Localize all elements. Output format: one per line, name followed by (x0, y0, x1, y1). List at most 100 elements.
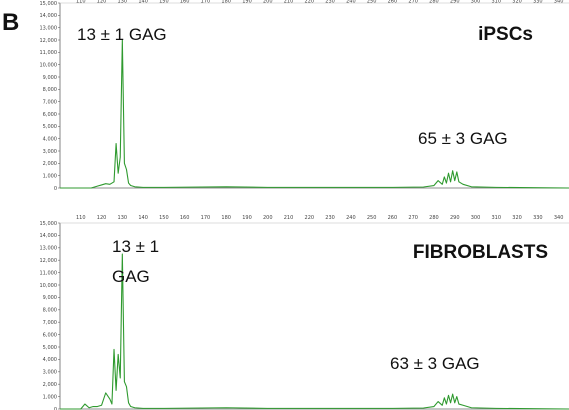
x-tick-label: 280 (429, 215, 439, 221)
y-tick-label: 15,000 (40, 221, 58, 227)
data-point (392, 187, 393, 188)
data-point (496, 187, 497, 188)
data-point (134, 407, 136, 409)
data-point (225, 186, 227, 188)
x-tick-label: 140 (138, 0, 148, 5)
x-tick-label: 290 (450, 215, 460, 221)
data-point (130, 406, 131, 407)
data-point (130, 185, 131, 186)
data-point (433, 185, 435, 186)
data-point (128, 402, 129, 404)
data-point (97, 185, 98, 187)
x-tick-label: 320 (512, 215, 522, 221)
data-point (105, 183, 106, 184)
data-point (456, 396, 458, 397)
data-point (225, 407, 227, 409)
data-point (452, 393, 453, 395)
data-point (109, 184, 111, 185)
x-tick-label: 210 (284, 0, 294, 5)
x-tick-label: 150 (159, 0, 169, 5)
x-tick-label: 160 (180, 215, 190, 221)
y-tick-label: 1,000 (43, 394, 57, 400)
data-point (59, 408, 61, 410)
data-point (442, 184, 443, 185)
x-tick-label: 220 (305, 0, 315, 5)
x-tick-label: 140 (138, 215, 148, 221)
data-point (122, 39, 123, 41)
data-point (496, 408, 497, 409)
x-tick-label: 170 (201, 215, 211, 221)
data-point (437, 401, 439, 402)
x-tick-label: 320 (512, 0, 522, 5)
data-point (444, 397, 445, 399)
x-tick-label: 110 (76, 215, 86, 221)
data-point (113, 349, 115, 350)
data-point (59, 187, 61, 189)
data-point (450, 402, 451, 404)
x-tick-label: 310 (492, 0, 502, 5)
x-tick-label: 230 (325, 0, 335, 5)
chart-panel-ipscs: 0 1,000 2,000 3,000 4,000 5,000 6,000 7,000 8,00… (40, 0, 569, 192)
data-point (450, 181, 451, 183)
data-point (446, 182, 447, 184)
y-tick-label: 13,000 (40, 246, 58, 252)
x-tick-label: 190 (242, 0, 252, 5)
data-point (433, 406, 435, 407)
data-point (462, 184, 464, 185)
x-tick-label: 200 (263, 215, 273, 221)
data-point (126, 169, 127, 170)
data-point (448, 172, 449, 174)
x-tick-label: 150 (159, 215, 169, 221)
y-tick-label: 9,000 (43, 75, 57, 81)
data-point (454, 180, 455, 181)
data-point (90, 187, 92, 189)
y-tick-label: 14,000 (40, 13, 58, 19)
y-tick-label: 5,000 (43, 345, 57, 351)
x-tick-label: 220 (305, 215, 315, 221)
y-tick-label: 0 (54, 407, 57, 410)
data-point (134, 186, 136, 188)
data-point (128, 182, 129, 184)
data-point (458, 181, 460, 183)
data-point (448, 395, 449, 396)
y-tick-label: 5,000 (43, 124, 57, 130)
data-point (392, 408, 393, 409)
x-tick-label: 290 (450, 0, 460, 5)
data-point (471, 186, 472, 188)
y-tick-label: 13,000 (40, 25, 58, 31)
x-tick-label: 330 (533, 0, 543, 5)
y-tick-label: 4,000 (43, 136, 57, 142)
data-point (124, 163, 125, 164)
annotation-label: 13 ± 1 GAG (77, 25, 167, 44)
y-tick-label: 6,000 (43, 112, 57, 118)
data-point (97, 406, 98, 407)
data-point (267, 408, 269, 409)
x-tick-label: 130 (118, 215, 128, 221)
y-tick-label: 2,000 (43, 382, 57, 388)
x-tick-label: 110 (76, 0, 86, 5)
y-tick-label: 10,000 (40, 283, 58, 289)
y-tick-label: 2,000 (43, 161, 57, 167)
data-point (142, 187, 144, 188)
x-tick-label: 300 (471, 215, 481, 221)
chart-title: iPSCs (478, 24, 533, 45)
data-point (126, 386, 127, 387)
data-point (444, 176, 445, 178)
x-tick-label: 260 (388, 0, 398, 5)
y-tick-label: 15,000 (40, 1, 58, 7)
data-point (437, 180, 439, 181)
chart-title: FIBROBLASTS (413, 242, 548, 263)
x-tick-label: 120 (97, 0, 107, 5)
data-point (117, 354, 119, 355)
series-line (60, 39, 569, 189)
data-point (423, 407, 424, 409)
data-point (101, 405, 102, 406)
data-point (462, 405, 464, 406)
data-point (458, 403, 460, 405)
y-tick-label: 12,000 (40, 38, 58, 44)
chart-panel-fibroblasts: 0 1,000 2,000 3,000 4,000 5,000 6,000 7,000 8,00… (40, 215, 569, 410)
x-tick-label: 270 (408, 215, 418, 221)
x-tick-label: 240 (346, 0, 356, 5)
y-tick-label: 4,000 (43, 357, 57, 363)
x-tick-label: 200 (263, 0, 273, 5)
